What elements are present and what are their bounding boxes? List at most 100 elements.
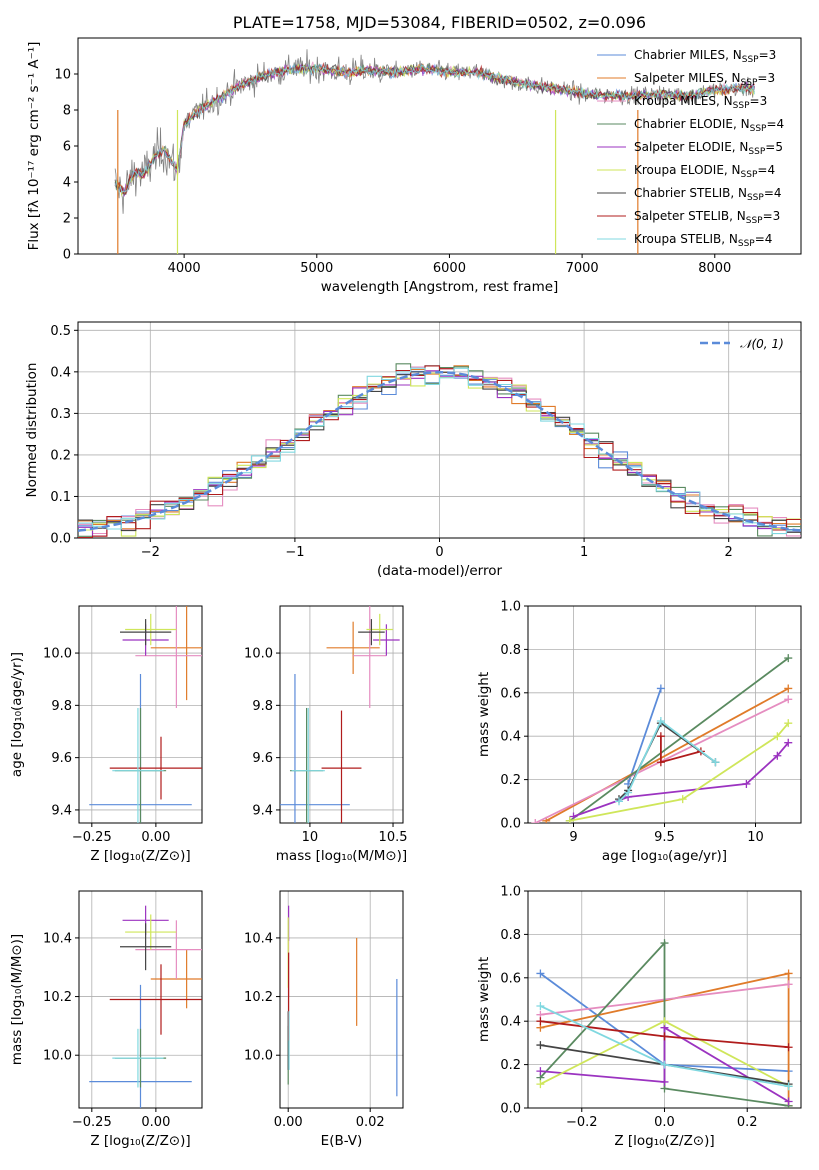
legend-entry: Kroupa ELODIE, NSSP=4 <box>634 163 775 180</box>
errorbar-point <box>125 914 177 950</box>
plus-marker <box>711 758 720 767</box>
x-axis-label: Z [log₁₀(Z/Z⊙)] <box>90 848 190 864</box>
y-axis-label: mass weight <box>476 672 492 757</box>
x-tick-label: 10.5 <box>379 830 408 845</box>
legend-entry: Chabrier ELODIE, NSSP=4 <box>634 117 784 134</box>
y-tick-label: 10.4 <box>244 931 273 946</box>
plus-marker <box>624 788 633 797</box>
legend-entry: Chabrier STELIB, NSSP=4 <box>634 186 782 203</box>
errorbar-point <box>120 619 172 646</box>
x-tick-label: 0.00 <box>141 1115 170 1130</box>
errorbar-point <box>150 606 202 701</box>
y-tick-label: 0.5 <box>50 324 71 339</box>
plot-area <box>78 363 801 538</box>
x-tick-label: 9.5 <box>654 830 675 845</box>
errorbar-point <box>321 710 362 823</box>
errorbar-point <box>291 707 325 823</box>
plus-marker <box>784 695 793 704</box>
y-tick-label: 9.6 <box>51 751 72 766</box>
plus-marker <box>656 717 665 726</box>
y-axis-label: mass weight <box>476 957 492 1042</box>
mass-weight-line <box>569 722 789 822</box>
legend-entry: Salpeter STELIB, NSSP=3 <box>634 209 780 226</box>
y-tick-label: 0.4 <box>500 730 521 745</box>
plus-marker <box>615 797 623 806</box>
x-axis-label: mass [log₁₀(M/M⊙)] <box>276 848 407 864</box>
y-tick-label: 0.3 <box>50 407 71 422</box>
errorbar-point <box>280 673 350 823</box>
plus-marker <box>784 719 793 728</box>
plus-marker <box>536 1067 545 1076</box>
legend-entry: Kroupa MILES, NSSP=3 <box>634 94 767 111</box>
mass-weight-line <box>540 1026 790 1103</box>
x-axis-label: wavelength [Angstrom, rest frame] <box>321 279 559 295</box>
legend-entry: Salpeter MILES, NSSP=3 <box>634 71 775 88</box>
y-tick-label: 9.4 <box>252 803 273 818</box>
legend-entry: 𝒩(0, 1) <box>740 337 784 351</box>
axes-frame <box>527 605 802 824</box>
plot-area <box>536 939 793 1108</box>
x-axis-label: age [log₁₀(age/yr)] <box>602 848 727 864</box>
y-tick-label: 9.8 <box>51 699 72 714</box>
mass-weight-line <box>618 719 717 802</box>
x-tick-label: −0.2 <box>566 1115 598 1130</box>
y-tick-label: 0.0 <box>500 817 521 832</box>
plus-marker <box>656 758 665 767</box>
plus-marker <box>536 1017 545 1026</box>
errorbar-point <box>125 613 177 646</box>
plus-marker <box>742 779 751 788</box>
y-tick-label: 2 <box>63 212 71 227</box>
plus-marker <box>569 812 578 821</box>
mass-weight-line <box>627 688 662 785</box>
residual-histogram <box>78 367 801 535</box>
plot-area <box>89 905 202 1108</box>
x-axis-label: (data-model)/error <box>377 563 503 579</box>
errorbar-point <box>109 736 202 800</box>
x-tick-label: 10 <box>747 830 764 845</box>
y-tick-label: 10.0 <box>244 1049 273 1064</box>
plus-marker <box>784 980 793 989</box>
errorbar-point <box>109 964 202 1035</box>
x-tick-label: 4000 <box>168 261 201 276</box>
errorbar-point <box>135 606 202 708</box>
mass-weight-line <box>545 687 789 822</box>
panel-residuals: −2 −1 0 1 2 0.0 0.1 0.2 0.3 0.4 0.5 𝒩(0, 1) (data-mo… <box>24 321 802 579</box>
x-tick-label: 0 <box>435 545 443 560</box>
y-tick-label: 0.4 <box>50 365 71 380</box>
y-axis-label: mass [log₁₀(M/M⊙)] <box>9 934 25 1065</box>
plus-marker <box>660 1077 669 1086</box>
plus-marker <box>531 819 540 823</box>
panel-age-vs-z: −0.25 0.00 9.4 9.6 9.8 10.0 Z [log₁₀(Z/Z⊙)] age… <box>9 605 203 864</box>
y-tick-label: 6 <box>63 140 71 155</box>
panel-mass-vs-z: −0.25 0.00 10.0 10.2 10.4 Z [log₁₀(Z/Z⊙)] mass… <box>9 890 203 1149</box>
y-tick-label: 4 <box>63 176 71 191</box>
plus-marker <box>536 1002 545 1011</box>
legend-entry: Chabrier MILES, NSSP=3 <box>634 48 776 65</box>
plus-marker <box>660 1032 669 1041</box>
plus-marker <box>678 795 687 804</box>
errorbar-point <box>326 621 380 674</box>
x-axis-label: Z [log₁₀(Z/Z⊙)] <box>90 1133 190 1149</box>
x-tick-label: 8000 <box>698 261 731 276</box>
y-tick-label: 0.2 <box>50 448 71 463</box>
plus-marker <box>773 732 782 741</box>
x-tick-label: −1 <box>285 545 304 560</box>
mass-weight-line <box>569 657 789 822</box>
plus-marker <box>536 969 545 978</box>
y-tick-label: 0.0 <box>50 532 71 547</box>
axes-frame <box>77 37 802 255</box>
x-tick-label: 0.00 <box>141 830 170 845</box>
plus-marker <box>656 684 665 693</box>
y-tick-label: 0 <box>63 248 71 263</box>
y-tick-label: 0.1 <box>50 490 71 505</box>
model-spectrum-line <box>114 63 756 194</box>
x-tick-label: 7000 <box>566 261 599 276</box>
errorbar-point <box>150 949 202 1009</box>
x-tick-label: 0.02 <box>356 1115 385 1130</box>
x-tick-label: 9 <box>569 830 577 845</box>
y-axis-label: Flux [fλ 10⁻¹⁷ erg cm⁻² s⁻¹ A⁻¹] <box>26 42 42 251</box>
plus-marker <box>660 939 669 948</box>
legend-entry: Kroupa STELIB, NSSP=4 <box>634 232 772 249</box>
plot-area <box>531 654 793 823</box>
